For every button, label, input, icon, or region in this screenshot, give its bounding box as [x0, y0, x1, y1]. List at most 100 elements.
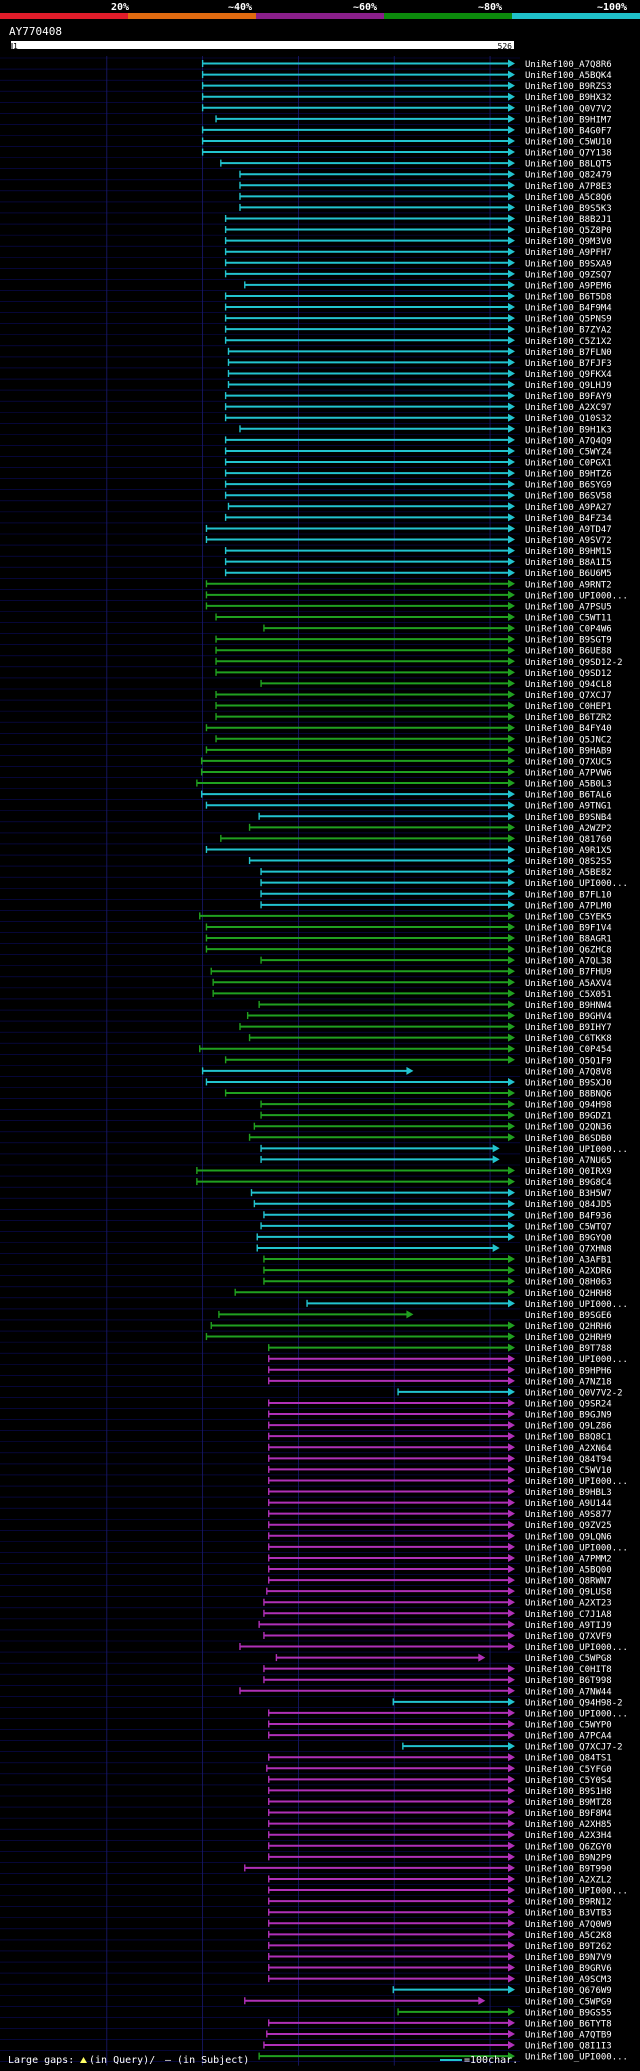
hit-label: UniRef100_Q2QN36 [525, 1123, 612, 1133]
hit-label: UniRef100_A9PA27 [525, 503, 612, 513]
hit-arrow [508, 103, 515, 112]
hit-arrow [508, 1188, 515, 1197]
hit-label: UniRef100_B6U6M5 [525, 569, 612, 579]
hit-label: UniRef100_A5AXV4 [525, 979, 612, 989]
hit-arrow [508, 1764, 515, 1773]
hit-arrow [508, 1941, 515, 1950]
hit-label: UniRef100_B9FAY9 [525, 392, 612, 402]
hit-arrow [508, 756, 515, 765]
hit-label: UniRef100_B9N7V9 [525, 1953, 612, 1963]
hit-label: UniRef100_B9HPH6 [525, 1366, 612, 1376]
identity-legend-swatch [0, 13, 129, 19]
hit-label: UniRef100_A9R1X5 [525, 846, 612, 856]
hit-arrow [508, 1221, 515, 1230]
hit-arrow [508, 635, 515, 644]
hit-arrow [508, 1232, 515, 1241]
hit-label: UniRef100_A9U144 [525, 1499, 612, 1509]
hit-arrow [508, 1177, 515, 1186]
hit-arrow [508, 458, 515, 467]
hit-arrow [508, 1509, 515, 1518]
hit-arrow [508, 1631, 515, 1640]
hit-arrow [508, 1089, 515, 1098]
hit-label: UniRef100_UPI000... [525, 1543, 628, 1553]
hit-arrow [508, 1210, 515, 1219]
hit-arrow [508, 1487, 515, 1496]
hit-label: UniRef100_B3H5W7 [525, 1189, 612, 1199]
hit-label: UniRef100_B4FZ34 [525, 514, 612, 524]
hit-label: UniRef100_A2XN64 [525, 1444, 612, 1454]
hit-label: UniRef100_Q7Y138 [525, 149, 612, 159]
hit-arrow [508, 1952, 515, 1961]
hit-label: UniRef100_C5WPG8 [525, 1654, 612, 1664]
hit-arrow [508, 1299, 515, 1308]
hit-label: UniRef100_Q6ZGY0 [525, 1842, 612, 1852]
hit-label: UniRef100_Q9FKX4 [525, 370, 612, 380]
hit-arrow [492, 1243, 500, 1252]
hit-label: UniRef100_B9GRV6 [525, 1964, 612, 1974]
hit-arrow [508, 834, 515, 843]
hit-arrow [508, 535, 515, 544]
hit-arrow [508, 1443, 515, 1452]
hit-arrow [508, 1786, 515, 1795]
hit-label: UniRef100_C5WPG9 [525, 1997, 612, 2007]
hit-label: UniRef100_B9HX32 [525, 93, 612, 103]
hit-arrow [508, 557, 515, 566]
hit-arrow [508, 203, 515, 212]
hit-label: UniRef100_A5BE82 [525, 868, 612, 878]
hit-label: UniRef100_Q9SD12-2 [525, 658, 623, 668]
hit-label: UniRef100_B9N2P9 [525, 1853, 612, 1863]
hit-arrow [508, 1620, 515, 1629]
hit-label: UniRef100_Q7XCJ7 [525, 691, 612, 701]
hit-arrow [508, 568, 515, 577]
hit-label: UniRef100_Q8H063 [525, 1278, 612, 1288]
hit-label: UniRef100_B9HNW4 [525, 1001, 612, 1011]
hit-label: UniRef100_Q8RWN7 [525, 1577, 612, 1587]
hit-arrow [508, 524, 515, 533]
hit-label: UniRef100_A7NZ18 [525, 1377, 612, 1387]
hit-arrow [508, 546, 515, 555]
hit-arrow [508, 1797, 515, 1806]
hit-label: UniRef100_C5WV10 [525, 1466, 612, 1476]
hit-arrow [508, 358, 515, 367]
hit-arrow [508, 1565, 515, 1574]
hit-arrow [508, 856, 515, 865]
hit-label: UniRef100_B6SDB0 [525, 1134, 612, 1144]
hit-label: UniRef100_B7ZYA2 [525, 326, 612, 336]
hit-arrow [508, 1874, 515, 1883]
hit-label: UniRef100_B9T262 [525, 1942, 612, 1952]
hit-label: UniRef100_A7PLM0 [525, 901, 612, 911]
hit-arrow [508, 1332, 515, 1341]
hit-arrow [508, 823, 515, 832]
hit-arrow [508, 1841, 515, 1850]
hit-label: UniRef100_B9HAB9 [525, 746, 612, 756]
hit-label: UniRef100_B4G0F7 [525, 126, 612, 136]
hit-label: UniRef100_B8BNQ6 [525, 1090, 612, 1100]
hit-arrow [508, 192, 515, 201]
hit-arrow [508, 1742, 515, 1751]
hit-arrow [508, 1465, 515, 1474]
hit-arrow [508, 1609, 515, 1618]
hit-arrow [508, 1133, 515, 1142]
hit-label: UniRef100_A3AFB1 [525, 1256, 612, 1266]
hit-label: UniRef100_B9GDZ1 [525, 1112, 612, 1122]
hit-arrow [508, 2007, 515, 2016]
hit-arrow [478, 1996, 486, 2005]
hit-arrow [478, 1653, 486, 1662]
hit-arrow [508, 1111, 515, 1120]
hit-label: UniRef100_B9H1K3 [525, 425, 612, 435]
hit-label: UniRef100_B9HTZ6 [525, 470, 612, 480]
hit-arrow [508, 745, 515, 754]
identity-legend-label: ~100% [597, 2, 627, 13]
hit-arrow [508, 1476, 515, 1485]
hit-arrow [508, 1686, 515, 1695]
hit-label: UniRef100_B9MTZ8 [525, 1798, 612, 1808]
hit-label: UniRef100_B7FHU9 [525, 968, 612, 978]
hit-label: UniRef100_A7Q4Q9 [525, 436, 612, 446]
hit-arrow [508, 480, 515, 489]
hit-label: UniRef100_B9G8C4 [525, 1178, 612, 1188]
hit-label: UniRef100_B8A1I5 [525, 558, 612, 568]
hit-label: UniRef100_B9GJN9 [525, 1411, 612, 1421]
hit-arrow [508, 1376, 515, 1385]
hit-label: UniRef100_B6TYT8 [525, 2019, 612, 2029]
hit-label: UniRef100_Q9LQN6 [525, 1532, 612, 1542]
